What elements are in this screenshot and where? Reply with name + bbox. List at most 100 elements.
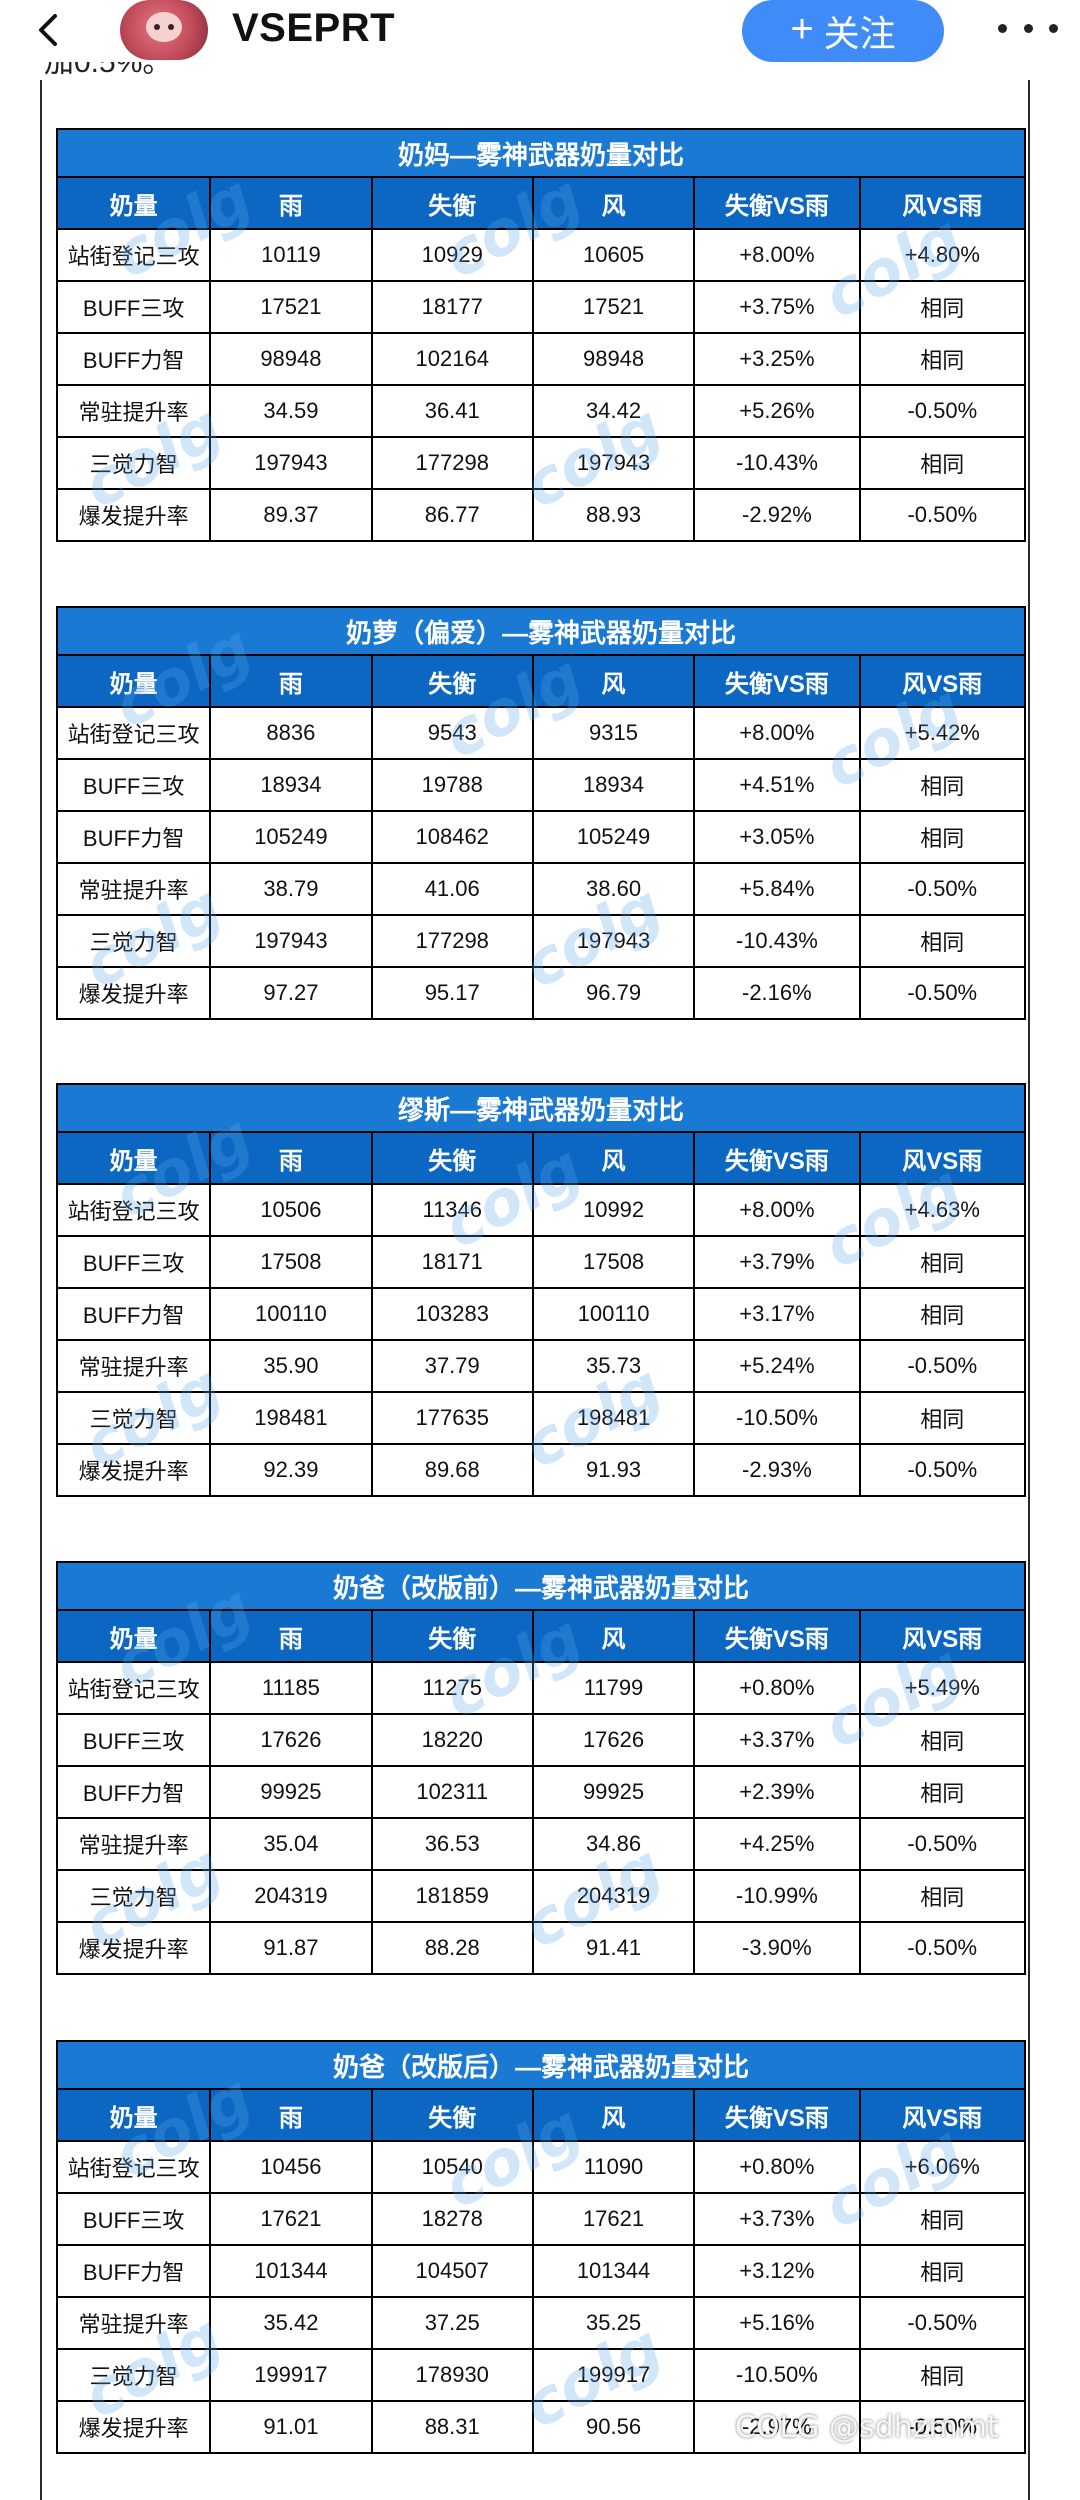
table-cell: 102164 [370, 332, 534, 386]
row-label-cell: BUFF三攻 [55, 1713, 212, 1767]
table-cell: 17626 [209, 1713, 373, 1767]
table-cell: 88.28 [370, 1921, 534, 1975]
table-cell: +3.12% [693, 2244, 861, 2298]
row-label-cell: BUFF三攻 [55, 1235, 212, 1289]
table-cell: 38.60 [531, 862, 696, 916]
table-cell: 177298 [370, 436, 534, 490]
table-cell: 104507 [370, 2244, 534, 2298]
column-header: 失衡VS雨 [693, 1131, 861, 1185]
row-label-cell: 三觉力智 [55, 436, 212, 490]
truncated-text-line: 加0.5%。 [44, 62, 344, 80]
table-cell: +0.80% [693, 2140, 861, 2194]
table-title: 奶萝（偏爱）—雾神武器奶量对比 [56, 606, 1026, 656]
table-row: 站街登记三攻 10456 10540 11090 +0.80% +6.06% [55, 2140, 1027, 2194]
more-dot-icon [1049, 23, 1058, 33]
table-row: 三觉力智 199917 178930 199917 -10.50% 相同 [55, 2348, 1027, 2402]
table-row: BUFF三攻 17621 18278 17621 +3.73% 相同 [55, 2192, 1027, 2246]
weapon-comparison-table: 奶妈—雾神武器奶量对比 奶量雨失衡风失衡VS雨 风VS雨 站街登记三攻 10119 109… [55, 128, 1027, 542]
table-cell: 36.41 [370, 384, 534, 438]
column-header: 失衡 [370, 1609, 534, 1663]
top-navigation-bar: VSEPRT + 关注 [0, 0, 1080, 62]
row-label-cell: 常驻提升率 [55, 862, 212, 916]
table-row: BUFF三攻 17626 18220 17626 +3.37% 相同 [55, 1713, 1027, 1767]
column-header: 风VS雨 [858, 176, 1027, 230]
table-cell: 18177 [370, 280, 534, 334]
table-cell: +8.00% [693, 1183, 861, 1237]
more-dot-icon [1023, 23, 1033, 33]
table-cell: 17621 [531, 2192, 696, 2246]
table-cell: 98948 [209, 332, 373, 386]
table-cell: 17626 [531, 1713, 696, 1767]
column-header: 奶量 [55, 654, 212, 708]
row-label-cell: BUFF力智 [55, 332, 212, 386]
row-label-cell: BUFF力智 [55, 810, 212, 864]
row-label-cell: 常驻提升率 [55, 1339, 212, 1393]
row-label-cell: 爆发提升率 [55, 1443, 212, 1497]
table-cell: 8836 [209, 706, 373, 760]
table-cell: 相同 [858, 1765, 1027, 1819]
table-cell: 90.56 [531, 2400, 696, 2454]
table-cell: 11275 [370, 1661, 534, 1715]
table-cell: +5.24% [693, 1339, 861, 1393]
table-row: 爆发提升率 97.27 95.17 96.79 -2.16% -0.50% [55, 966, 1027, 1020]
table-cell: 197943 [531, 914, 696, 968]
table-cell: 99925 [531, 1765, 696, 1819]
table-row: 常驻提升率 34.59 36.41 34.42 +5.26% -0.50% [55, 384, 1027, 438]
table-cell: +5.84% [693, 862, 861, 916]
table-cell: 17508 [531, 1235, 696, 1289]
column-header: 雨 [209, 654, 373, 708]
table-cell: 178930 [370, 2348, 534, 2402]
weapon-comparison-table: 奶爸（改版前）—雾神武器奶量对比 奶量雨失衡风失衡VS雨 风VS雨 站街登记三攻 111… [55, 1561, 1027, 1975]
avatar[interactable] [120, 0, 208, 60]
row-label-cell: 爆发提升率 [55, 488, 212, 542]
table-cell: 102311 [370, 1765, 534, 1819]
table-row: BUFF三攻 18934 19788 18934 +4.51% 相同 [55, 758, 1027, 812]
table-cell: +3.73% [693, 2192, 861, 2246]
table-cell: 98948 [531, 332, 696, 386]
table-cell: +0.80% [693, 1661, 861, 1715]
table-cell: 89.37 [209, 488, 373, 542]
back-button[interactable] [30, 12, 66, 48]
table-cell: 197943 [209, 436, 373, 490]
table-cell: 101344 [209, 2244, 373, 2298]
table-cell: +4.80% [858, 228, 1027, 282]
column-header: 雨 [209, 1609, 373, 1663]
table-cell: -0.50% [858, 1443, 1027, 1497]
username[interactable]: VSEPRT [232, 6, 396, 50]
column-header: 奶量 [55, 1609, 212, 1663]
table-cell: -0.50% [858, 1921, 1027, 1975]
table-cell: 95.17 [370, 966, 534, 1020]
table-cell: +3.79% [693, 1235, 861, 1289]
column-header: 失衡 [370, 1131, 534, 1185]
table-title-row: 奶妈—雾神武器奶量对比 [56, 128, 1026, 178]
table-cell: +5.26% [693, 384, 861, 438]
follow-button[interactable]: + 关注 [742, 0, 944, 62]
table-row: BUFF力智 101344 104507 101344 +3.12% 相同 [55, 2244, 1027, 2298]
table-cell: +3.17% [693, 1287, 861, 1341]
table-cell: 34.86 [531, 1817, 696, 1871]
row-label-cell: BUFF力智 [55, 2244, 212, 2298]
table-cell: -10.50% [693, 2348, 861, 2402]
table-row: 爆发提升率 91.01 88.31 90.56 -2.97% -0.50% [55, 2400, 1027, 2454]
plus-icon: + [790, 7, 814, 51]
table-cell: 197943 [531, 436, 696, 490]
table-cell: -0.50% [858, 966, 1027, 1020]
table-cell: 10456 [209, 2140, 373, 2194]
column-header: 风 [531, 2088, 696, 2142]
table-cell: 相同 [858, 914, 1027, 968]
table-cell: 198481 [209, 1391, 373, 1445]
table-cell: 37.79 [370, 1339, 534, 1393]
more-options-button[interactable] [998, 16, 1058, 40]
follow-label: 关注 [823, 13, 896, 54]
table-cell: 10929 [370, 228, 534, 282]
column-header: 失衡 [370, 654, 534, 708]
column-header: 雨 [209, 2088, 373, 2142]
table-cell: 11799 [531, 1661, 696, 1715]
table-cell: -10.50% [693, 1391, 861, 1445]
table-title: 奶爸（改版前）—雾神武器奶量对比 [56, 1561, 1026, 1611]
table-cell: 197943 [209, 914, 373, 968]
table-cell: -2.16% [693, 966, 861, 1020]
table-cell: 37.25 [370, 2296, 534, 2350]
table-cell: +3.75% [693, 280, 861, 334]
table-cell: 35.90 [209, 1339, 373, 1393]
